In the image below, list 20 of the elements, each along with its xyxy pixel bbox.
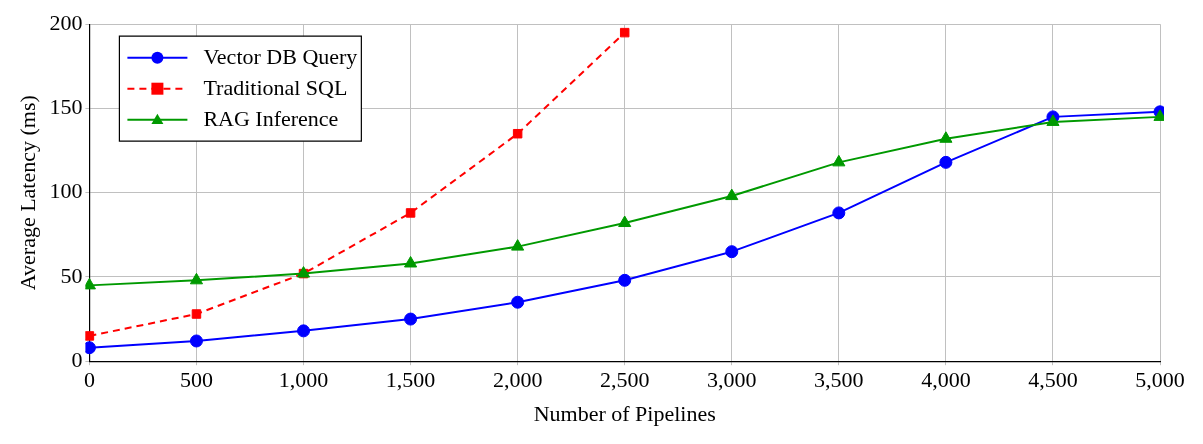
y-axis-title: Average Latency (ms) [14,95,40,291]
x-tick-label: 3,500 [814,367,864,393]
y-tick-label: 0 [71,346,83,372]
y-tick-label: 150 [49,94,83,120]
x-tick-label: 4,000 [921,367,971,393]
x-tick-label: 1,000 [278,367,329,393]
legend-label: Vector DB Query [203,44,358,70]
x-tick-label: 1,500 [385,367,436,393]
x-axis-title: Number of Pipelines [533,400,716,426]
x-tick-label: 3,000 [707,367,757,393]
x-tick-label: 2,000 [492,367,543,393]
x-tick-label: 2,500 [599,367,650,393]
x-tick-label: 5,000 [1135,367,1185,393]
y-tick-label: 100 [49,178,83,204]
x-tick-label: 4,500 [1028,367,1078,393]
legend-label: Traditional SQL [203,75,348,101]
x-tick-label: 500 [179,367,213,393]
y-tick-label: 50 [60,262,83,288]
y-tick-label: 200 [49,9,83,35]
legend-label: RAG Inference [203,106,339,132]
